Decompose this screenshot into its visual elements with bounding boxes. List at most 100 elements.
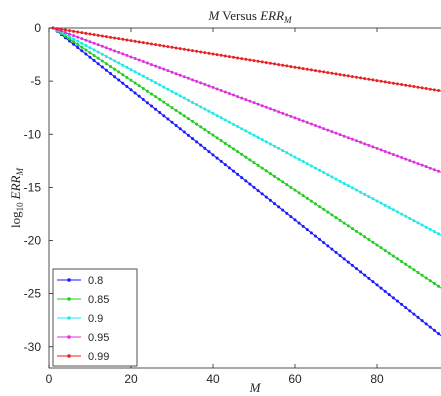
data-point — [227, 166, 231, 170]
data-point — [322, 207, 326, 211]
data-point — [350, 263, 354, 267]
y-axis-label: log10ERRM — [8, 168, 25, 228]
data-point — [264, 169, 268, 173]
data-point — [342, 221, 346, 225]
data-point — [215, 53, 219, 57]
data-point — [191, 100, 194, 104]
data-point — [334, 177, 338, 181]
data-point — [88, 51, 92, 55]
data-point — [76, 30, 80, 34]
data-point — [145, 76, 149, 80]
data-point — [309, 199, 313, 203]
data-point — [137, 72, 141, 76]
data-point — [301, 67, 305, 71]
data-point — [96, 56, 100, 60]
data-point — [322, 70, 326, 74]
data-point — [186, 117, 190, 121]
data-point — [432, 282, 436, 286]
data-point — [166, 103, 170, 107]
data-point — [355, 75, 358, 79]
data-point — [383, 80, 387, 84]
data-point — [363, 273, 367, 277]
data-point — [367, 238, 371, 242]
chart-title: M Versus ERRM — [207, 8, 292, 25]
data-point — [145, 41, 149, 45]
data-point — [199, 125, 203, 129]
data-point — [158, 97, 162, 101]
data-point — [408, 265, 412, 269]
data-point — [342, 181, 346, 185]
data-point — [141, 86, 145, 90]
data-point — [129, 55, 133, 59]
data-point — [338, 254, 342, 258]
data-point — [207, 51, 211, 55]
data-point — [211, 153, 215, 157]
data-point — [240, 127, 244, 131]
data-point — [383, 149, 387, 153]
data-point — [326, 71, 330, 75]
data-point — [420, 163, 424, 167]
data-point — [170, 89, 174, 93]
data-point — [211, 85, 215, 89]
data-point — [223, 141, 227, 145]
data-point — [293, 155, 297, 159]
data-point — [186, 133, 190, 137]
data-point — [137, 84, 141, 88]
data-point — [236, 56, 240, 60]
data-point — [416, 315, 420, 319]
data-point — [297, 157, 301, 161]
data-point — [330, 71, 334, 75]
data-point — [129, 68, 133, 72]
data-point — [260, 138, 264, 142]
data-point — [359, 270, 363, 274]
data-point — [387, 293, 391, 297]
data-point — [203, 146, 207, 150]
data-point — [178, 127, 182, 131]
data-point — [223, 54, 227, 58]
data-point — [314, 166, 317, 170]
data-point — [174, 46, 178, 50]
data-point — [211, 52, 215, 56]
data-point — [76, 39, 80, 43]
data-point — [223, 118, 227, 122]
data-point — [285, 113, 289, 117]
data-point — [104, 68, 108, 72]
data-point — [256, 102, 260, 106]
data-point — [326, 128, 330, 132]
data-point — [437, 284, 440, 288]
data-point — [141, 60, 145, 64]
data-point — [260, 104, 264, 108]
data-point — [72, 42, 76, 46]
data-point — [240, 152, 244, 156]
data-point — [363, 77, 367, 81]
series-layer — [51, 26, 441, 337]
data-point — [191, 137, 194, 141]
data-point — [260, 192, 264, 196]
data-point — [375, 199, 379, 203]
series-line — [52, 27, 441, 236]
data-point — [330, 130, 334, 134]
data-point — [412, 219, 416, 223]
data-point — [63, 28, 67, 32]
legend-item: 0.8 — [57, 275, 103, 287]
data-point — [244, 129, 248, 133]
data-point — [387, 81, 391, 85]
data-point — [260, 60, 264, 64]
data-point — [215, 156, 219, 160]
series-line — [52, 27, 441, 173]
data-point — [199, 50, 203, 54]
data-point — [314, 124, 317, 128]
data-point — [297, 221, 301, 225]
data-point — [404, 157, 408, 161]
data-point — [84, 38, 88, 42]
data-point — [289, 185, 293, 189]
data-point — [117, 78, 121, 82]
legend-label: 0.9 — [88, 313, 103, 325]
data-point — [121, 37, 125, 41]
x-tick-label: 0 — [46, 372, 53, 386]
data-point — [76, 35, 80, 39]
data-point — [404, 262, 408, 266]
series-0.85 — [51, 26, 441, 289]
data-point — [100, 44, 104, 48]
data-point — [371, 78, 375, 82]
